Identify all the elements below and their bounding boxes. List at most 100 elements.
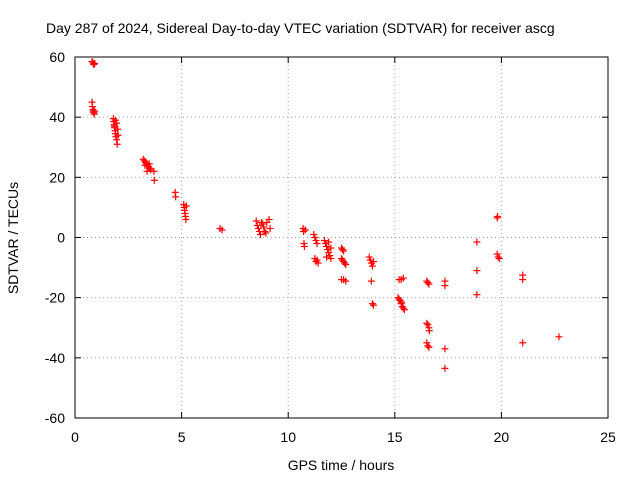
data-point <box>399 274 407 282</box>
data-point <box>252 217 260 225</box>
data-point <box>326 252 334 260</box>
data-point <box>365 253 373 261</box>
data-point <box>89 59 97 67</box>
data-point <box>260 223 268 231</box>
x-tick-labels: 0 5 10 15 20 25 <box>71 429 616 445</box>
data-point <box>473 238 481 246</box>
data-point <box>254 224 262 232</box>
data-point <box>424 279 432 287</box>
data-point <box>369 258 377 266</box>
data-point <box>441 364 449 372</box>
x-tick-label: 0 <box>71 429 79 445</box>
data-point <box>313 256 321 264</box>
data-point <box>113 140 121 148</box>
data-point <box>368 262 376 270</box>
data-point <box>519 339 527 347</box>
data-point <box>265 215 273 223</box>
data-point <box>182 202 190 210</box>
data-point <box>150 167 158 175</box>
data-point <box>324 246 332 254</box>
data-point <box>182 215 190 223</box>
data-point <box>323 253 331 261</box>
data-point <box>147 166 155 174</box>
x-axis-label: GPS time / hours <box>288 457 395 473</box>
data-point <box>400 306 408 314</box>
data-point <box>301 226 309 234</box>
y-tick-label: 20 <box>49 169 65 185</box>
data-point <box>342 277 350 285</box>
y-axis-label: SDTVAR / TECUs <box>5 182 21 294</box>
chart-title: Day 287 of 2024, Sidereal Day-to-day VTE… <box>46 20 555 36</box>
data-point <box>494 212 502 220</box>
data-point <box>145 160 153 168</box>
data-point <box>425 343 433 351</box>
data-point <box>300 227 308 235</box>
data-point <box>150 176 158 184</box>
data-point <box>424 342 432 350</box>
data-point <box>366 256 374 264</box>
data-point <box>113 136 121 144</box>
y-tick-label: 0 <box>57 230 65 246</box>
data-point <box>341 259 349 267</box>
data-point <box>519 276 527 284</box>
grid-lines <box>75 57 608 418</box>
y-tick-labels: -60 -40 -20 0 20 40 60 <box>45 49 65 426</box>
x-tick-label: 20 <box>494 429 510 445</box>
data-point <box>369 301 377 309</box>
data-point <box>312 237 320 245</box>
data-point <box>398 298 406 306</box>
data-point <box>112 116 120 124</box>
data-point <box>425 280 433 288</box>
data-point <box>367 277 375 285</box>
data-point <box>441 345 449 353</box>
data-point <box>339 246 347 254</box>
y-tick-label: -40 <box>45 350 65 366</box>
data-point <box>320 237 328 245</box>
data-point <box>300 243 308 251</box>
x-tick-label: 10 <box>280 429 296 445</box>
y-tick-label: 40 <box>49 109 65 125</box>
data-point <box>322 240 330 248</box>
data-point <box>313 240 321 248</box>
y-tick-label: 60 <box>49 49 65 65</box>
data-point <box>555 333 563 341</box>
data-point <box>342 261 350 269</box>
data-point <box>90 61 98 69</box>
data-point <box>266 224 274 232</box>
y-tick-label: -20 <box>45 290 65 306</box>
data-point <box>218 226 226 234</box>
data-point <box>396 297 404 305</box>
y-tick-label: -60 <box>45 410 65 426</box>
data-point <box>172 193 180 201</box>
x-tick-label: 15 <box>387 429 403 445</box>
data-points <box>88 58 563 372</box>
data-point <box>259 220 267 228</box>
data-point <box>368 300 376 308</box>
data-point <box>473 291 481 299</box>
data-point <box>423 339 431 347</box>
data-point <box>473 267 481 275</box>
data-point <box>143 167 151 175</box>
data-point <box>325 238 333 246</box>
data-point <box>325 249 333 257</box>
data-point <box>423 319 431 327</box>
data-point <box>91 107 99 115</box>
data-point <box>141 161 149 169</box>
data-point <box>256 230 264 238</box>
data-point <box>327 244 335 252</box>
data-point <box>314 259 322 267</box>
data-point <box>113 119 121 127</box>
data-point <box>310 230 318 238</box>
data-point <box>323 243 331 251</box>
data-point <box>91 60 99 68</box>
data-point <box>425 327 433 335</box>
data-point <box>262 229 270 237</box>
data-point <box>399 304 407 312</box>
data-point <box>495 255 503 263</box>
data-point <box>114 125 122 133</box>
data-point <box>340 247 348 255</box>
data-point <box>493 250 501 258</box>
data-point <box>494 253 502 261</box>
x-tick-label: 25 <box>600 429 616 445</box>
